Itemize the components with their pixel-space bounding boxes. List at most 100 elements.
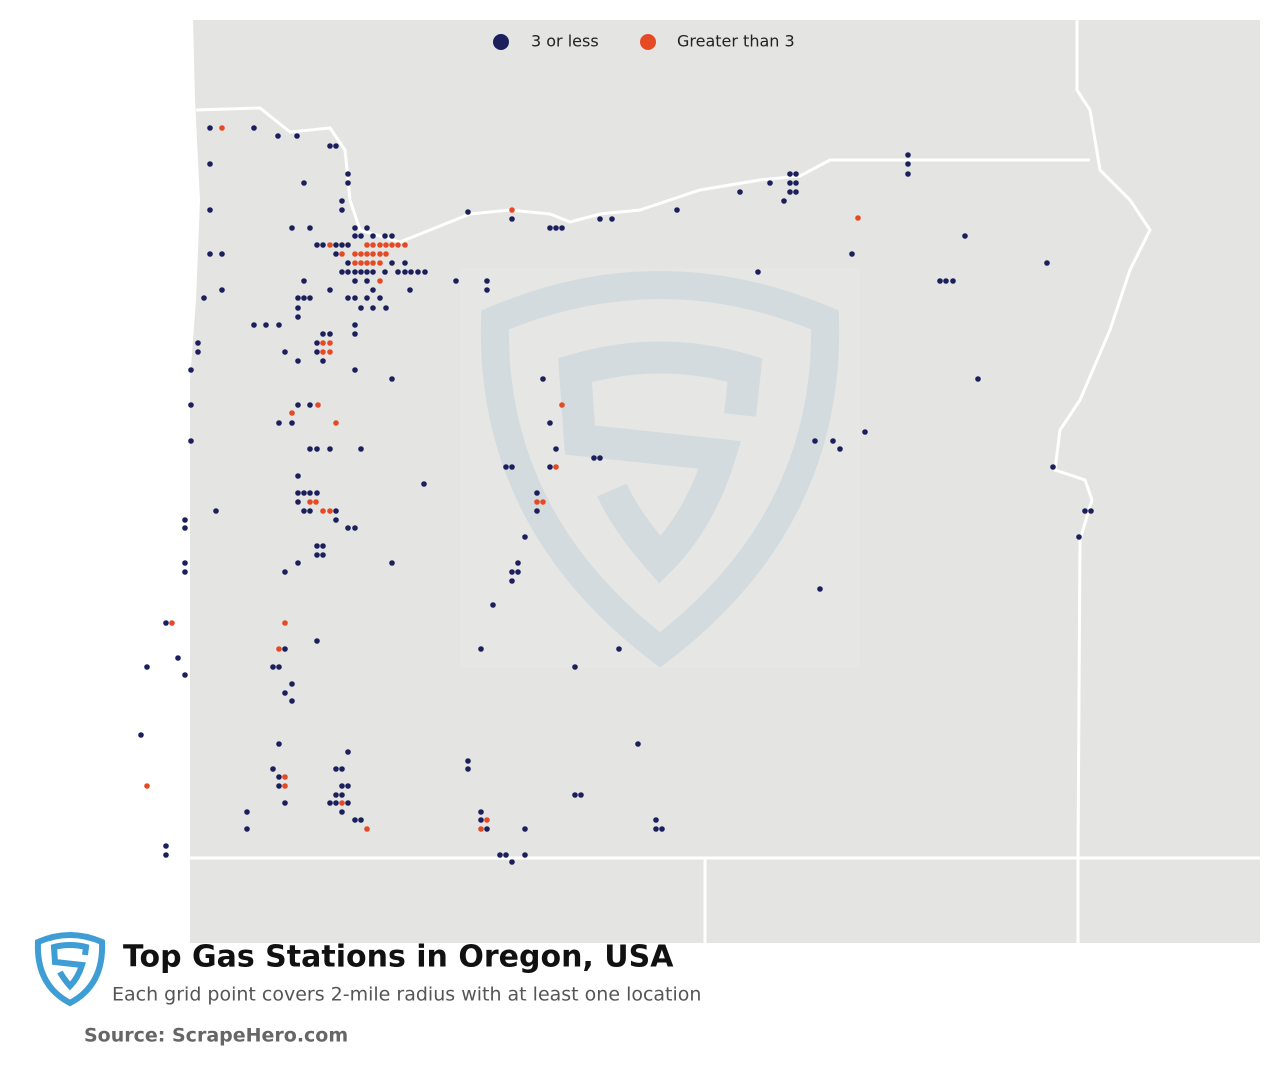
location-dot: [251, 125, 257, 131]
location-dot: [389, 233, 395, 239]
location-dot: [975, 376, 981, 382]
location-dot: [339, 800, 345, 806]
location-dot: [509, 216, 515, 222]
location-dot: [188, 402, 194, 408]
location-dot: [358, 446, 364, 452]
location-dot: [370, 260, 376, 266]
location-dot: [333, 143, 339, 149]
location-dot: [295, 402, 301, 408]
location-dot: [490, 602, 496, 608]
location-dot: [377, 251, 383, 257]
location-dot: [364, 826, 370, 832]
location-dot: [817, 586, 823, 592]
location-dot: [301, 295, 307, 301]
location-dot: [282, 774, 288, 780]
location-dot: [389, 260, 395, 266]
location-dot: [352, 525, 358, 531]
location-dot: [207, 207, 213, 213]
location-dot: [597, 455, 603, 461]
location-dot: [402, 269, 408, 275]
location-dot: [352, 367, 358, 373]
location-dot: [509, 464, 515, 470]
location-dot: [295, 305, 301, 311]
location-dot: [333, 766, 339, 772]
location-dot: [943, 278, 949, 284]
location-dot: [270, 766, 276, 772]
location-dot: [382, 269, 388, 275]
location-dot: [352, 278, 358, 284]
location-dot: [453, 278, 459, 284]
location-dot: [352, 331, 358, 337]
location-dot: [389, 560, 395, 566]
location-dot: [559, 225, 565, 231]
location-dot: [270, 664, 276, 670]
location-dot: [370, 269, 376, 275]
location-dot: [320, 358, 326, 364]
location-dot: [219, 125, 225, 131]
location-dot: [522, 534, 528, 540]
location-dot: [358, 233, 364, 239]
location-dot: [755, 269, 761, 275]
legend-swatch: [493, 34, 509, 50]
location-dot: [370, 287, 376, 293]
location-dot: [415, 269, 421, 275]
location-dot: [609, 216, 615, 222]
location-dot: [320, 242, 326, 248]
location-dot: [793, 180, 799, 186]
location-dot: [213, 508, 219, 514]
location-dot: [345, 295, 351, 301]
location-dot: [793, 189, 799, 195]
location-dot: [1082, 508, 1088, 514]
location-dot: [301, 180, 307, 186]
location-dot: [377, 242, 383, 248]
location-dot: [314, 638, 320, 644]
location-dot: [364, 269, 370, 275]
location-dot: [905, 152, 911, 158]
subtitle: Each grid point covers 2-mile radius wit…: [112, 984, 701, 1006]
location-dot: [345, 749, 351, 755]
location-dot: [182, 672, 188, 678]
location-dot: [282, 349, 288, 355]
location-dot: [358, 269, 364, 275]
location-dot: [289, 225, 295, 231]
location-dot: [339, 269, 345, 275]
location-dot: [275, 133, 281, 139]
location-dot: [358, 251, 364, 257]
location-dot: [364, 225, 370, 231]
location-dot: [591, 455, 597, 461]
location-dot: [830, 438, 836, 444]
location-dot: [327, 800, 333, 806]
location-dot: [522, 826, 528, 832]
location-dot: [314, 242, 320, 248]
location-dot: [767, 180, 773, 186]
location-dot: [553, 446, 559, 452]
location-dot: [534, 508, 540, 514]
location-dot: [339, 809, 345, 815]
location-dot: [389, 376, 395, 382]
location-dot: [407, 287, 413, 293]
location-dot: [370, 242, 376, 248]
location-dot: [377, 295, 383, 301]
location-dot: [358, 260, 364, 266]
location-dot: [307, 490, 313, 496]
location-dot: [282, 800, 288, 806]
location-dot: [553, 464, 559, 470]
location-dot: [905, 171, 911, 177]
location-dot: [515, 569, 521, 575]
location-dot: [295, 295, 301, 301]
location-dot: [320, 331, 326, 337]
location-dot: [364, 295, 370, 301]
location-dot: [737, 189, 743, 195]
location-dot: [352, 295, 358, 301]
location-dot: [1088, 508, 1094, 514]
location-dot: [282, 783, 288, 789]
location-dot: [370, 233, 376, 239]
location-dot: [364, 251, 370, 257]
location-dot: [314, 552, 320, 558]
location-dot: [635, 741, 641, 747]
location-dot: [333, 800, 339, 806]
location-dot: [408, 269, 414, 275]
location-dot: [295, 473, 301, 479]
location-dot: [295, 490, 301, 496]
